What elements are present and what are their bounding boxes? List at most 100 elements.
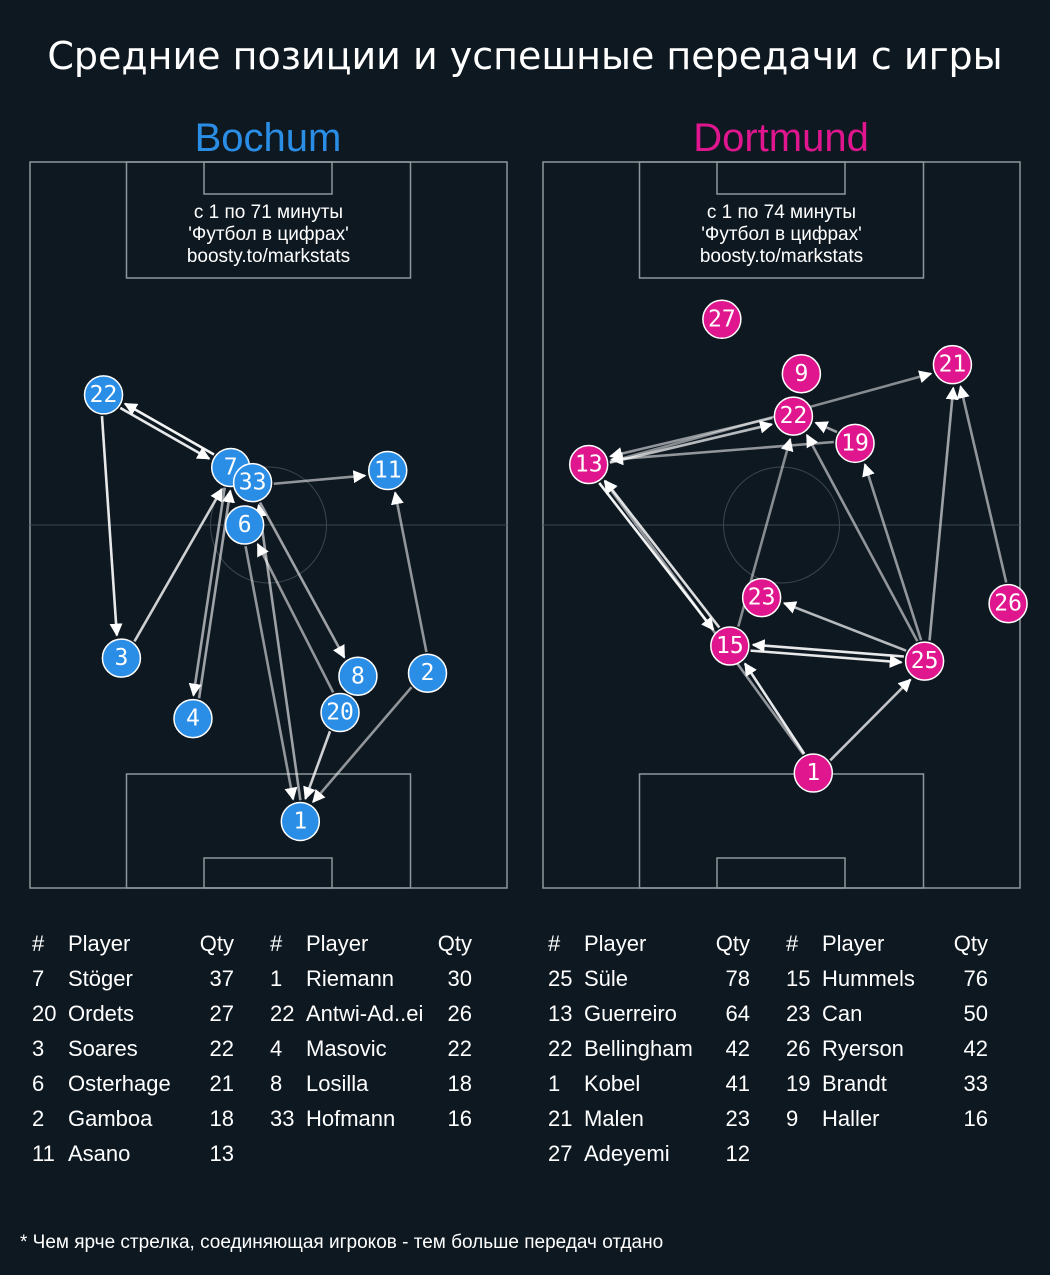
player-number-label: 6 — [238, 512, 252, 538]
table-cell-name: Süle — [584, 966, 629, 991]
table-header-player: Player — [306, 931, 369, 956]
table-cell-num: 7 — [32, 966, 45, 991]
player-marker-15 — [710, 626, 750, 666]
player-marker-26 — [988, 583, 1028, 624]
pass-arrow-15-to-13 — [604, 479, 721, 629]
pass-arrow-1-to-15 — [743, 662, 806, 755]
table-cell-num: 20 — [32, 1001, 57, 1026]
player-number-label: 33 — [239, 470, 267, 496]
player-marker-19 — [835, 423, 875, 464]
table-cell-name: Ryerson — [822, 1036, 904, 1061]
penalty-box-bottom — [638, 773, 925, 889]
table-cell-num: 22 — [270, 1001, 295, 1026]
player-marker-4 — [173, 698, 213, 739]
table-cell-name: Losilla — [306, 1071, 369, 1096]
table-row: 23 Can 50 — [786, 1000, 988, 1035]
pass-arrow-3-to-7 — [133, 487, 224, 643]
footnote: * Чем ярче стрелка, соединяющая игроков … — [20, 1232, 664, 1253]
table-cell-qty: 42 — [963, 1036, 988, 1061]
player-number-label: 23 — [748, 585, 776, 611]
player-markers: 22 733 11 6 3 8 2 4 20 1 — [83, 375, 448, 842]
pass-arrow-22-to-7 — [119, 406, 211, 460]
table-cell-name: Can — [822, 1001, 863, 1026]
player-number-label: 8 — [351, 663, 365, 689]
six-yard-box-bottom — [203, 857, 333, 889]
pass-arrow-33-to-8 — [258, 501, 346, 659]
table-cell-qty: 78 — [725, 966, 750, 991]
table-cell-num: 22 — [548, 1036, 573, 1061]
player-marker-2 — [407, 653, 448, 693]
table-row: 20 Ordets 27 — [32, 1000, 234, 1035]
six-yard-box-top — [716, 161, 846, 195]
pass-arrow-7-to-4 — [188, 487, 226, 697]
six-yard-box-top — [203, 161, 333, 195]
player-number-label: 11 — [374, 458, 402, 484]
player-marker-1 — [280, 801, 321, 842]
table-cell-name: Kobel — [584, 1071, 641, 1096]
table-header-num: # — [786, 931, 799, 956]
table-dortmund-col1: # Player Qty 25 Süle 78 13 Guerreiro 64 22 Belling… — [548, 930, 750, 1175]
pass-arrow-13-to-22 — [609, 420, 773, 464]
team-title-bochum: Bochum — [194, 116, 342, 160]
player-number-label: 3 — [114, 645, 128, 671]
table-cell-name: Malen — [584, 1106, 644, 1131]
player-number-label: 9 — [794, 361, 808, 387]
player-number-label: 22 — [90, 382, 118, 408]
table-cell-qty: 18 — [447, 1071, 472, 1096]
player-marker-25 — [904, 641, 945, 681]
pitch-overlay-text: с 1 по 71 минуты — [194, 202, 343, 223]
six-yard-box-bottom — [716, 857, 846, 889]
penalty-box-bottom — [125, 773, 412, 889]
pitch-overlay-text: boosty.to/markstats — [187, 246, 350, 267]
table-cell-qty: 42 — [725, 1036, 750, 1061]
table-header-qty: Qty — [199, 931, 234, 956]
table-cell-name: Asano — [68, 1141, 131, 1166]
pass-arrow-25-to-21 — [928, 386, 959, 641]
table-cell-name: Guerreiro — [584, 1001, 677, 1026]
player-marker-20 — [320, 692, 360, 733]
player-marker-27 — [702, 299, 742, 340]
player-number-label: 1 — [293, 808, 307, 834]
table-bochum-col1: # Player Qty 7 Stöger 37 20 Ordets 27 3 Soares 22 6 O… — [32, 930, 234, 1175]
pass-arrow-1-to-13 — [603, 480, 805, 756]
player-marker-21 — [932, 344, 973, 385]
table-header-qty: Qty — [437, 931, 472, 956]
table-cell-name: Osterhage — [68, 1071, 171, 1096]
table-cell-qty: 18 — [209, 1106, 234, 1131]
table-cell-name: Hummels — [822, 966, 915, 991]
pass-arrow-20-to-6 — [256, 542, 335, 694]
table-cell-name: Masovic — [306, 1036, 387, 1061]
pass-arrow-25-to-19 — [862, 463, 923, 641]
player-marker-11 — [368, 450, 408, 491]
player-number-label: 13 — [575, 452, 603, 478]
table-header-num: # — [32, 931, 45, 956]
table-header-num: # — [270, 931, 283, 956]
table-cell-qty: 50 — [963, 1001, 988, 1026]
player-marker-9 — [781, 354, 822, 394]
player-marker-6 — [224, 505, 265, 545]
pass-arrow-25-to-23 — [782, 601, 907, 652]
table-row: 13 Guerreiro 64 — [548, 1000, 750, 1035]
pass-arrow-19-to-22 — [814, 421, 838, 434]
table-row: 19 Brandt 33 — [786, 1070, 988, 1105]
player-number-label: 25 — [911, 648, 939, 674]
table-cell-num: 11 — [32, 1141, 55, 1166]
pass-arrow-26-to-21 — [956, 385, 1008, 583]
pitch-overlay-text: boosty.to/markstats — [700, 246, 863, 267]
table-cell-num: 3 — [32, 1036, 45, 1061]
pass-arrow-2-to-1 — [312, 686, 413, 804]
table-row: 26 Ryerson 42 — [786, 1035, 988, 1070]
pass-arrow-25-to-22 — [805, 433, 919, 642]
table-cell-name: Soares — [68, 1036, 138, 1061]
table-cell-name: Riemann — [306, 966, 395, 991]
table-cell-num: 19 — [786, 1071, 811, 1096]
table-cell-name: Bellingham — [584, 1036, 693, 1061]
table-cell-qty: 33 — [963, 1071, 988, 1096]
table-row: 9 Haller 16 — [786, 1105, 988, 1140]
player-marker-8 — [338, 656, 378, 696]
table-row: 7 Stöger 37 — [32, 965, 234, 1000]
chart-title: Средние позиции и успешные передачи с иг… — [47, 34, 1003, 78]
player-marker-13 — [568, 444, 609, 485]
table-row: 3 Soares 22 — [32, 1035, 234, 1070]
